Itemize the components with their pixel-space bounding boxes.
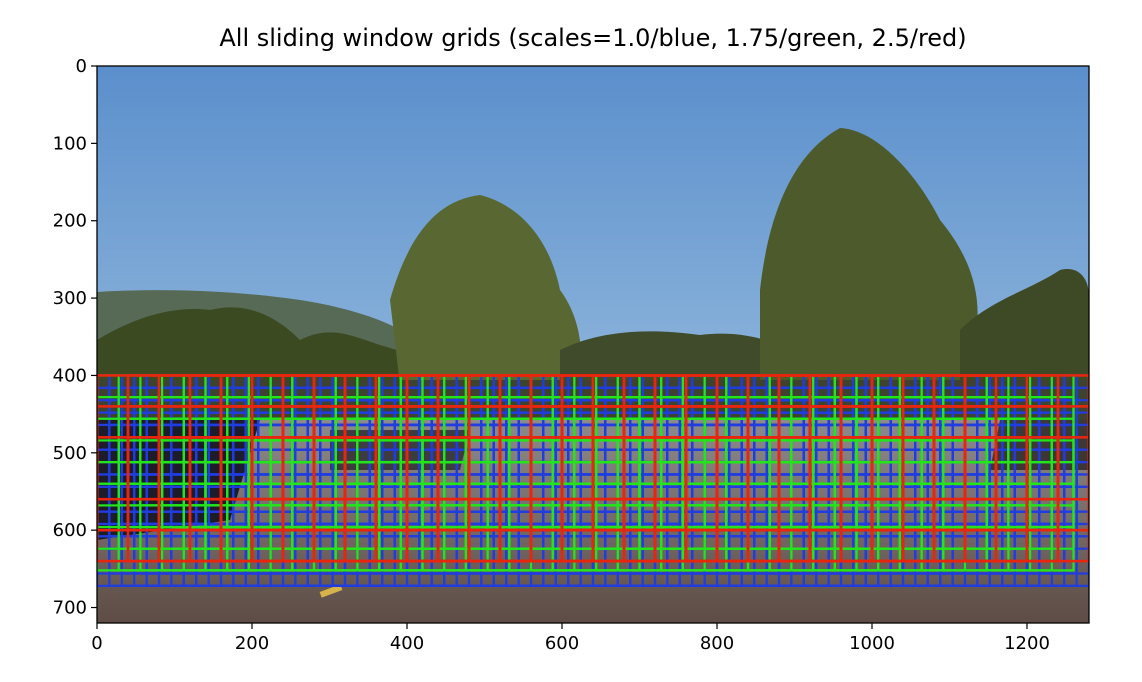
right-tree <box>760 128 978 400</box>
x-tick-label: 200 <box>235 633 269 654</box>
window-box <box>985 482 1075 572</box>
x-tick-label: 1000 <box>849 633 895 654</box>
x-tick-label: 400 <box>390 633 424 654</box>
y-tick-label: 0 <box>76 56 87 77</box>
y-tick-label: 200 <box>53 211 87 232</box>
lane-marking <box>319 584 343 598</box>
x-tick-label: 600 <box>545 633 579 654</box>
chart-title: All sliding window grids (scales=1.0/blu… <box>219 24 966 52</box>
x-tick-label: 1200 <box>1004 633 1050 654</box>
plot-frame <box>96 65 1090 624</box>
window-series-2.5 <box>97 374 1089 563</box>
road-image <box>97 66 1089 623</box>
center-tree <box>390 195 582 385</box>
x-axis: 0 200 400 600 800 1000 1200 <box>91 623 1050 654</box>
sliding-windows <box>97 374 1089 587</box>
y-tick-label: 400 <box>53 365 87 386</box>
y-tick-label: 100 <box>53 133 87 154</box>
window-box <box>963 436 1089 563</box>
y-tick-label: 700 <box>53 598 87 619</box>
far-right-trees <box>960 269 1089 400</box>
y-tick-label: 300 <box>53 288 87 309</box>
y-tick-label: 600 <box>53 520 87 541</box>
x-tick-label: 0 <box>91 633 102 654</box>
x-tick-label: 800 <box>700 633 734 654</box>
y-tick-label: 500 <box>53 443 87 464</box>
y-axis: 0 100 200 300 400 500 600 700 <box>53 56 97 619</box>
